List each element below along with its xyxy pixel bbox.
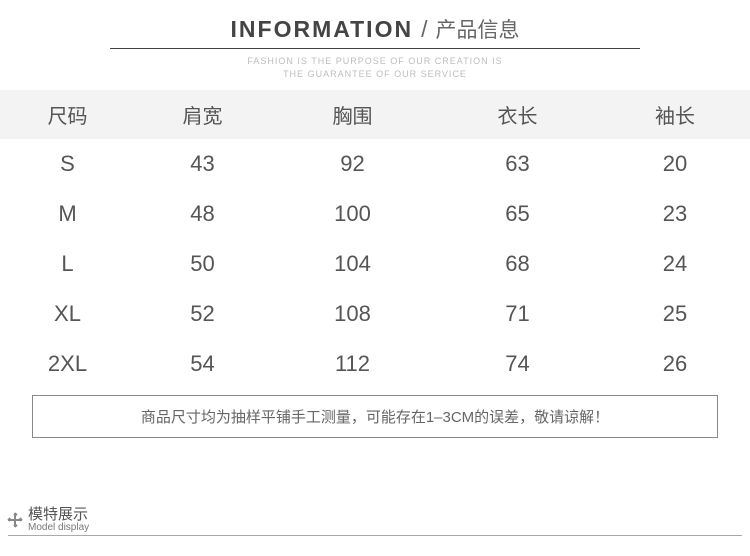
size-table: 尺码 肩宽 胸围 衣长 袖长 S43926320M481006523L50104… (0, 90, 750, 389)
table-body: S43926320M481006523L501046824XL521087125… (0, 139, 750, 389)
table-cell: 52 (135, 289, 270, 339)
diamond-icon (8, 513, 22, 527)
table-row: 2XL541127426 (0, 339, 750, 389)
table-row: XL521087125 (0, 289, 750, 339)
table-cell: M (0, 189, 135, 239)
table-cell: 65 (435, 189, 600, 239)
footer-text: 模特展示 Model display (28, 507, 89, 533)
table-cell: 2XL (0, 339, 135, 389)
table-cell: 74 (435, 339, 600, 389)
table-cell: 54 (135, 339, 270, 389)
table-cell: 68 (435, 239, 600, 289)
header-section: INFORMATION / 产品信息 FASHION IS THE PURPOS… (0, 0, 750, 80)
header-slash: / (421, 16, 427, 43)
header-title-row: INFORMATION / 产品信息 (110, 14, 640, 49)
header-subtitle-2: THE GUARANTEE OF OUR SERVICE (0, 68, 750, 81)
table-cell: 25 (600, 289, 750, 339)
table-cell: 112 (270, 339, 435, 389)
header-subtitle-1: FASHION IS THE PURPOSE OF OUR CREATION I… (0, 55, 750, 68)
table-row: L501046824 (0, 239, 750, 289)
table-cell: 71 (435, 289, 600, 339)
header-title-zh: 产品信息 (435, 14, 519, 44)
col-size: 尺码 (0, 90, 135, 139)
table-cell: 50 (135, 239, 270, 289)
table-cell: 26 (600, 339, 750, 389)
table-cell: 24 (600, 239, 750, 289)
measurement-note: 商品尺寸均为抽样平铺手工测量，可能存在1–3CM的误差，敬请谅解！ (32, 395, 718, 438)
table-cell: 104 (270, 239, 435, 289)
table-cell: 100 (270, 189, 435, 239)
footer-en: Model display (28, 523, 89, 534)
table-cell: S (0, 139, 135, 189)
table-header-row: 尺码 肩宽 胸围 衣长 袖长 (0, 90, 750, 139)
table-cell: 92 (270, 139, 435, 189)
col-sleeve: 袖长 (600, 90, 750, 139)
footer-section: 模特展示 Model display (8, 507, 742, 536)
table-cell: 108 (270, 289, 435, 339)
table-cell: 63 (435, 139, 600, 189)
table-cell: XL (0, 289, 135, 339)
table-cell: 20 (600, 139, 750, 189)
table-cell: 43 (135, 139, 270, 189)
table-row: M481006523 (0, 189, 750, 239)
table-cell: L (0, 239, 135, 289)
col-length: 衣长 (435, 90, 600, 139)
table-cell: 23 (600, 189, 750, 239)
footer-zh: 模特展示 (28, 507, 89, 523)
col-shoulder: 肩宽 (135, 90, 270, 139)
table-row: S43926320 (0, 139, 750, 189)
table-cell: 48 (135, 189, 270, 239)
header-title-en: INFORMATION (231, 16, 414, 43)
col-chest: 胸围 (270, 90, 435, 139)
